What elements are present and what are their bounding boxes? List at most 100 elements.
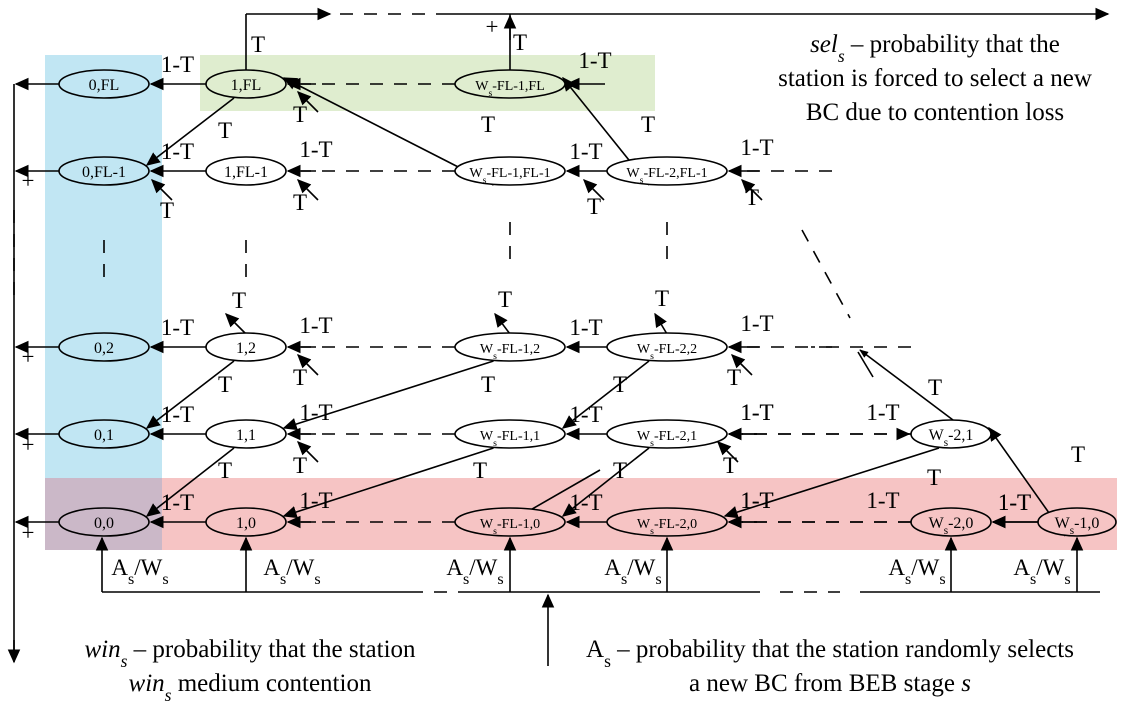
label-one-minus-t: 1-T — [161, 315, 194, 340]
label-one-minus-t: 1-T — [569, 139, 602, 164]
state-node — [58, 156, 150, 186]
state-label: 1,2 — [236, 340, 256, 357]
label-t: T — [745, 185, 759, 210]
state-label: 0,FL-1 — [82, 164, 126, 181]
nodes: 0,0 1,0 Ws-FL-1,0 Ws-FL-2,0 Ws-2,0 Ws-1,0 0,1 1… — [58, 69, 1117, 537]
label-one-minus-t: 1-T — [569, 402, 602, 427]
label-t: T — [613, 458, 627, 483]
label-one-minus-t: 1-T — [569, 315, 602, 340]
state-label: 0,2 — [94, 340, 114, 357]
self-stub — [297, 354, 319, 376]
win-caption: wins – probability that the station — [84, 636, 416, 671]
label-one-minus-t: 1-T — [740, 400, 773, 425]
label-plus: + — [22, 432, 35, 457]
state-label: Ws-FL-2,0 — [637, 517, 697, 537]
label-plus: + — [22, 520, 35, 545]
state-node — [606, 332, 728, 362]
sel-caption: station is forced to select a new — [778, 65, 1092, 92]
state-label: Ws-FL-2,FL-1 — [626, 166, 707, 186]
state-node — [205, 332, 287, 362]
label-t: T — [613, 372, 627, 397]
label-t: T — [293, 190, 307, 215]
self-stub — [583, 179, 605, 201]
state-node — [58, 69, 150, 99]
label-t: T — [587, 194, 601, 219]
label-one-minus-t: 1-T — [998, 490, 1031, 515]
sel-caption: sels – probability that the — [810, 31, 1060, 66]
state-label: 1,FL-1 — [224, 164, 268, 181]
sel-caption: BC due to contention loss — [806, 99, 1064, 126]
label-t: T — [160, 198, 174, 223]
state-node — [454, 419, 566, 449]
state-label: Ws-FL-1,FL — [475, 79, 545, 99]
self-stub — [717, 441, 739, 463]
label-one-minus-t: 1-T — [299, 400, 332, 425]
state-label: 0,0 — [94, 515, 114, 532]
label-as-ws: As/Ws — [604, 555, 661, 588]
label-t: T — [927, 465, 941, 490]
backoff-transition — [519, 469, 601, 517]
label-one-minus-t: 1-T — [569, 490, 602, 515]
backoff-transition — [723, 447, 940, 519]
label-one-minus-t: 1-T — [740, 400, 773, 425]
self-stub — [741, 179, 763, 201]
backoff-transition — [282, 360, 494, 431]
backoff-transition — [145, 447, 235, 517]
as-caption: a new BC from BEB stage s — [689, 670, 971, 697]
state-label: Ws-2,0 — [929, 515, 974, 537]
state-node — [58, 507, 150, 537]
state-label: Ws-FL-1,2 — [480, 342, 540, 362]
dashed-transition — [801, 229, 851, 319]
label-t: T — [928, 375, 942, 400]
label-t: T — [293, 102, 307, 127]
state-node — [910, 507, 992, 537]
label-t: T — [232, 288, 246, 313]
state-label: Ws-FL-1,FL-1 — [469, 166, 550, 186]
state-label: Ws-FL-1,1 — [480, 429, 540, 449]
state-node — [205, 69, 287, 99]
self-stub — [297, 441, 319, 463]
label-t: T — [1071, 442, 1085, 467]
label-t: T — [218, 458, 232, 483]
label-one-minus-t: 1-T — [740, 488, 773, 513]
state-label: Ws-2,1 — [929, 427, 974, 449]
label-t: T — [641, 112, 655, 137]
label-t: T — [723, 453, 737, 478]
state-label: Ws-FL-2,1 — [637, 429, 697, 449]
state-label: 0,1 — [94, 427, 114, 444]
self-stub — [297, 91, 319, 113]
backoff-transition — [561, 360, 650, 429]
label-one-minus-t: 1-T — [299, 313, 332, 338]
label-t: T — [727, 365, 741, 390]
label-one-minus-t: 1-T — [299, 137, 332, 162]
state-node — [454, 507, 566, 537]
backoff-transition — [145, 360, 235, 429]
state-label: 0,FL — [89, 77, 120, 94]
state-label: 1,1 — [236, 427, 256, 444]
as-caption: As – probability that the station random… — [586, 636, 1074, 671]
state-label: Ws-FL-2,2 — [637, 342, 697, 362]
state-label: 1,0 — [236, 515, 256, 532]
label-t: T — [481, 112, 495, 137]
label-t: T — [293, 365, 307, 390]
state-label: Ws-FL-1,0 — [480, 517, 540, 537]
label-t: T — [655, 286, 669, 311]
label-one-minus-t: 1-T — [866, 400, 899, 425]
label-as-ws: As/Ws — [263, 555, 320, 588]
label-one-minus-t: 1-T — [161, 139, 194, 164]
label-as-ws: As/Ws — [111, 555, 168, 588]
state-node — [454, 69, 566, 99]
label-t: T — [251, 32, 265, 57]
label-t: T — [218, 118, 232, 143]
backoff-transition — [561, 447, 650, 517]
self-stub — [151, 179, 173, 201]
backoff-transition — [282, 447, 494, 519]
label-one-minus-t: 1-T — [740, 488, 773, 513]
label-one-minus-t: 1-T — [866, 488, 899, 513]
state-node — [606, 507, 728, 537]
label-as-ws: As/Ws — [1013, 555, 1070, 588]
label-one-minus-t: 1-T — [161, 52, 194, 77]
label-t: T — [293, 453, 307, 478]
